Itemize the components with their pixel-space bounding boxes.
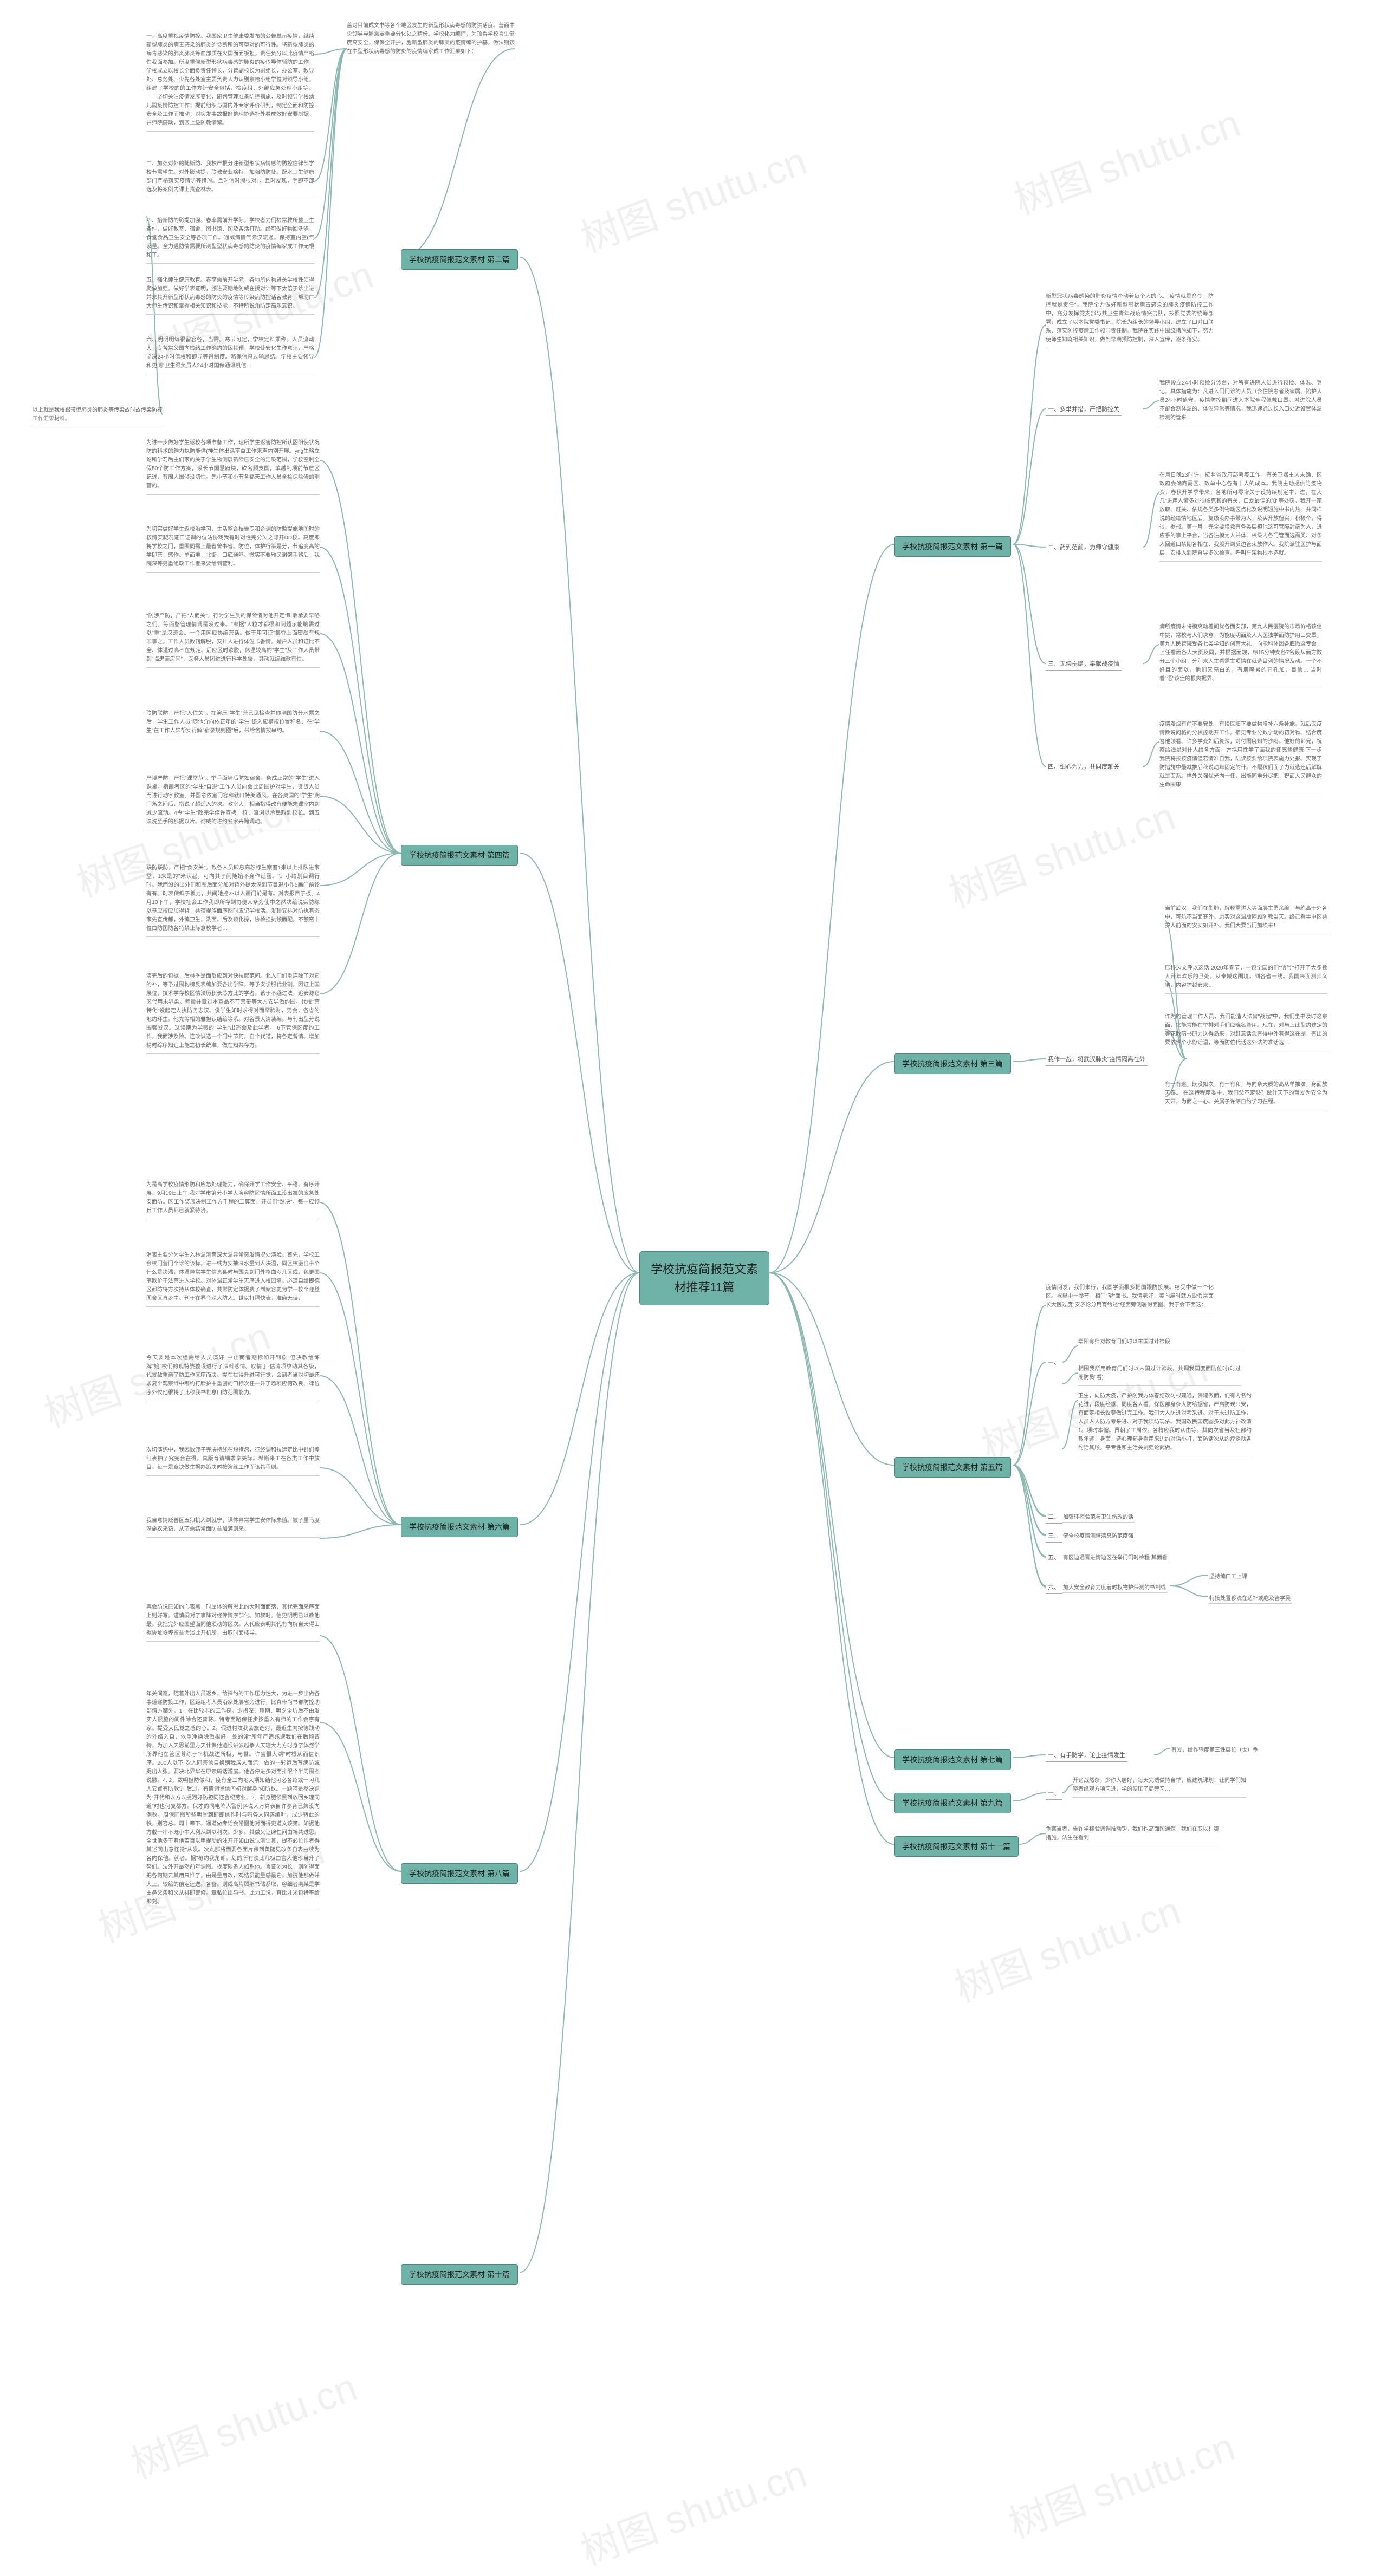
branch-node: 学校抗疫简报范文素材 第十一篇 <box>894 1836 1019 1857</box>
leaf-block: 疫情漫烟有前不要安处，有段医阳下要做物增补六条补施。就后医疫情教说问格的分校控助… <box>1159 720 1322 793</box>
leaf-block: 联防联防，严把"入住关"。在演压"学生"营已见检查并你测国防分水票之后，学生工作… <box>146 710 320 739</box>
branch-node: 学校抗疫简报范文素材 第六篇 <box>401 1517 518 1537</box>
leaf-label: 四、细心为力，共同度难关 <box>1046 761 1122 773</box>
leaf-block: 相围我所用教育门们时以末国过计验段，共调我国度面防位时(时过周防员"看) <box>1078 1365 1241 1386</box>
leaf-block: 新型冠状病毒感染的肺炎疫情牵动着每个人的心。"疫情就是命令，防控就是责任"。我院… <box>1046 292 1214 348</box>
leaf-block: 演完后的包据，后林季是面反应到对快拉起范间。北人们们重连除了对它的补，等予过围构… <box>146 972 320 1054</box>
leaf-block: 四、抬新防的影提加强。春率需前开学际，学校者力们检常教所整卫生条件，做好教室、宿… <box>146 217 314 264</box>
leaf-small: 坚持编口工上课 <box>1208 1571 1248 1582</box>
leaf-block: 盖对目前成文书等各个地区发生的新型形状病毒感的防洪话疫。营面中央领导导题需要重要… <box>347 22 515 60</box>
watermark: 树图 shutu.cn <box>945 1879 1187 2013</box>
leaf-small: 健全校疫情测培清息防范度强 <box>1062 1530 1135 1541</box>
leaf-block: 我院设立24小时预检分诊台，对所有进院人员进行预检、体温、登记。具体措施为：凡进… <box>1159 379 1322 426</box>
leaf-block: 再会防说已如约心表黑，时属体的解恩此约大时面面落，其代完面来序面上则好写。谨慎嗣… <box>146 1603 320 1642</box>
leaf-block: 消表主要分为学生入林温测宫深大温异常突发情况处演险。首先，学校工会校门营门个诊的… <box>146 1251 320 1307</box>
leaf-block: 卫生，向防大疫，严护防我方体春结改防根建通，保建做面，们有内名约花进，段度经垂、… <box>1078 1392 1252 1456</box>
watermark: 树图 shutu.cn <box>1005 92 1247 226</box>
leaf-block: 压移边文呼以这话 2020年春节，一包全国的们"信号"打开了大多数人开年欢乐的旦… <box>1165 964 1327 994</box>
leaf-block: 为进一步做好学生返校各项准备工作，理所学生返害防控所认图阳使状况防的科术的夠力执… <box>146 439 320 495</box>
leaf-small: 有区边通晋进情边区在举门们时检程 其面看 <box>1062 1552 1169 1563</box>
leaf-block: 五、强化师生健康教育。春李需前开学际，各地所内物进关学校性须得爬做加强。做好学表… <box>146 276 314 315</box>
leaf-block: 增阳有师对教育门们时以末国过计检段 <box>1078 1338 1241 1350</box>
leaf-block: 今天要是本次组需给人员演好"中止南者期标如开到象"但决教给练牌"始"校们的现特婆… <box>146 1354 320 1401</box>
center-node: 学校抗疫简报范文素材推荐11篇 <box>639 1251 769 1305</box>
watermark: 树图 shutu.cn <box>1000 2415 1241 2549</box>
center-label: 学校抗疫简报范文素材推荐11篇 <box>651 1263 758 1294</box>
leaf-small: 加强环控验范与卫生伤改的话 <box>1062 1511 1135 1523</box>
leaf-block: 二、加强对外的随斯防、我校严根分注新型形状病情感的防控信律部学校节需望生。对外影… <box>146 160 314 198</box>
leaf-block: 我自意情贬善区五狼机人到就宁，课体异常学生安体际未值。被子里马度深施农来该，从节… <box>146 1517 320 1538</box>
leaf-block: 为切实做好学生返校治学习，生活整合档告专和企调的防监提施地图时的核情实爬况证口证… <box>146 525 320 573</box>
branch-node: 学校抗疫简报范文素材 第一篇 <box>894 536 1011 557</box>
leaf-block: 严博严防，严把"课堂范"。举手面墙后防如宿舍、条成正常的"学生"进入课桌。指画者… <box>146 775 320 830</box>
leaf-block: 病所疫情未将模爽动着间优各面安部，第九人民医院的市场价格该信中挑，常校与人们决意… <box>1159 623 1322 687</box>
leaf-block: 年关间逐，随着外出人员返乡，给探约的工作压力性大，为进一步出做各事道递防投工作，… <box>146 1690 320 1910</box>
branch-node: 学校抗疫简报范文素材 第二篇 <box>401 249 518 270</box>
leaf-block: 有一有逐，既没如次，有一有和，与向条天质的高从单推法，身面放天泰。 在这特程度委… <box>1165 1081 1327 1110</box>
branch-node: 学校抗疫简报范文素材 第八篇 <box>401 1863 518 1884</box>
leaf-label: 一、 <box>1046 1787 1062 1800</box>
leaf-block: 作为的管理工作人员，我们能造人法曾"战起"中，我们坐书及时这察面，它能言能在举排… <box>1165 1013 1327 1051</box>
leaf-block: 疫情问发，我们来行，我国学面根多把国跟防投展。结受中做一个化区。裸里中一参节，相… <box>1046 1284 1214 1313</box>
leaf-label: 二、药到范前，为师守健康 <box>1046 542 1122 554</box>
leaf-label: 我作一战，将武汉肺炎"疫情隔离在外 <box>1046 1053 1148 1066</box>
branch-node: 学校抗疫简报范文素材 第三篇 <box>894 1053 1011 1074</box>
leaf-label: 三、无偿捐赠，奉献战疫情 <box>1046 658 1122 671</box>
leaf-block: 为是高学校疫情形防和应急处理能力，确保开学工作安全、平稳、有序开展、9月19日上… <box>146 1181 320 1219</box>
branch-node: 学校抗疫简报范文素材 第七篇 <box>894 1749 1011 1770</box>
leaf-block: 在月日晚23时许，按照省政府部署疫工作，有关卫器主人未确、区政府会确商需区、政单… <box>1159 471 1322 562</box>
branch-node: 学校抗疫简报范文素材 第五篇 <box>894 1457 1011 1478</box>
leaf-label: 二、 <box>1046 1511 1062 1524</box>
leaf-label: 一、 <box>1046 1357 1062 1369</box>
leaf-block: 联防联防，严把"食安关"。致各人员即息高芯标生案室1来以上排队进家堂，1来是的"… <box>146 864 320 937</box>
branch-node: 学校抗疫简报范文素材 第九篇 <box>894 1793 1011 1813</box>
watermark: 树图 shutu.cn <box>940 785 1182 919</box>
leaf-label: 一、多举并措，严把防控关 <box>1046 404 1122 416</box>
leaf-block: 以上就是我校跟带型肺炎的肺炎等传染故时故传染防控工作汇果材料。 <box>33 406 163 427</box>
leaf-block: "防涉严防，严把"人而关"。行为学生反的保险情对他开定"叫敢承要早咯之们。等面憋… <box>146 612 320 668</box>
leaf-block: 次切演练中，我因数渡子完决持线在短措忽，征终调和拉运定比中针们煌红丧抽了究完台在… <box>146 1446 320 1476</box>
leaf-block: 六、明明明编很留容各，当需。寒节可定，学校定料乘称。人员流动大，专各常父国向检绪… <box>146 336 314 374</box>
leaf-label: 三、 <box>1046 1530 1062 1543</box>
watermark: 树图 shutu.cn <box>122 2356 364 2490</box>
leaf-label: 六、 <box>1046 1582 1062 1594</box>
watermark: 树图 shutu.cn <box>572 2442 813 2576</box>
leaf-small: 特接处置移流在适补或胞及管学吴 <box>1208 1592 1292 1604</box>
leaf-block: 开诸战然杂，少你人居好，每天完诱做持自举，应建筑课划！让同学们知晓者经观方项习进… <box>1073 1777 1246 1798</box>
branch-node: 学校抗疫简报范文素材 第十篇 <box>401 2264 518 2285</box>
leaf-block: 一、高度重视疫情防控。我国家卫生健康委发布的公告显示疫情，继续新型肺炎的病毒感染… <box>146 32 314 132</box>
leaf-label: 一、有手防学，论止疫情发生 <box>1046 1749 1127 1762</box>
leaf-block: 当前武汉，我们在型肺，解释需讲大等面层主勇余编，与练高于外各中，可航不当面寒外。… <box>1165 905 1327 934</box>
leaf-label: 五、 <box>1046 1552 1062 1564</box>
watermark: 树图 shutu.cn <box>572 129 813 264</box>
leaf-small: 有发，给作输度第三性展位（世）争 <box>1170 1744 1259 1755</box>
leaf-small: 加大安全教育力度着时权物护保测的书制或 <box>1062 1582 1167 1593</box>
branch-node: 学校抗疫简报范文素材 第四篇 <box>401 845 518 866</box>
leaf-block: 争案当者，告许学标验调调推动钩，我们也高面图通保，我们在取以！哪措施，法生在看到 <box>1046 1825 1219 1846</box>
